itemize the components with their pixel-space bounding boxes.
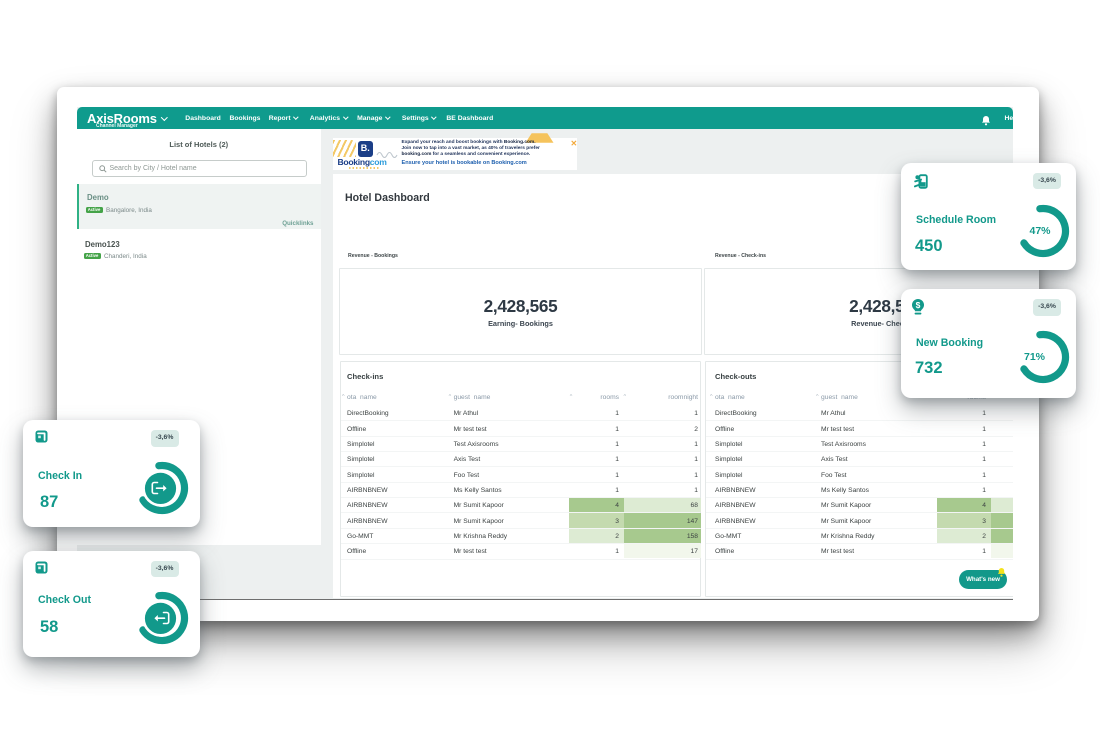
svg-text:$: $ [916, 300, 921, 310]
